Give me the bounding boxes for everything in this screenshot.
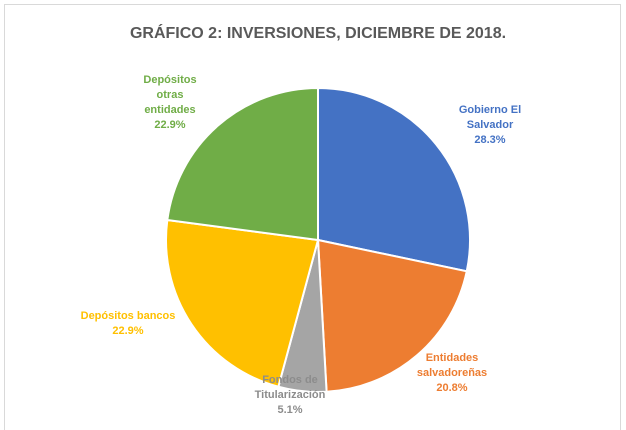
slice-label: Depósitos otras entidades 22.9% — [130, 73, 210, 133]
category-label: Fondos de Titularización — [254, 374, 326, 401]
category-label: Gobierno El Salvador — [458, 104, 522, 131]
slice-label: Gobierno El Salvador 28.3% — [435, 103, 545, 148]
category-label: Depósitos otras entidades — [143, 74, 197, 116]
value-label: 22.9% — [154, 119, 186, 131]
value-label: 20.8% — [436, 382, 468, 394]
category-label: Depósitos bancos — [80, 310, 176, 322]
pie-slice — [317, 86, 471, 273]
chart-title: GRÁFICO 2: INVERSIONES, DICIEMBRE DE 201… — [130, 23, 506, 42]
pie-slice — [165, 218, 320, 388]
pie-slice — [166, 86, 319, 242]
slice-label: Entidades salvadoreñas 20.8% — [407, 351, 497, 396]
pie-slice — [316, 238, 468, 393]
value-label: 5.1% — [277, 404, 303, 416]
value-label: 22.9% — [112, 325, 144, 337]
category-label: Entidades salvadoreñas — [416, 352, 488, 379]
slice-label: Fondos de Titularización 5.1% — [245, 373, 335, 418]
slice-label: Depósitos bancos 22.9% — [73, 309, 183, 339]
value-label: 28.3% — [474, 134, 506, 146]
